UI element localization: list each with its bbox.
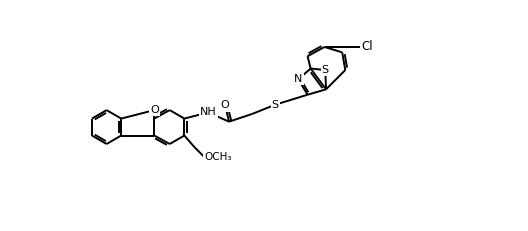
Text: N: N [294,74,303,84]
Text: O: O [221,100,230,110]
Text: NH: NH [200,107,216,117]
Text: S: S [322,65,329,75]
Text: OCH₃: OCH₃ [204,152,232,162]
Text: S: S [272,100,279,110]
Text: Cl: Cl [362,40,373,53]
Text: O: O [150,105,159,115]
